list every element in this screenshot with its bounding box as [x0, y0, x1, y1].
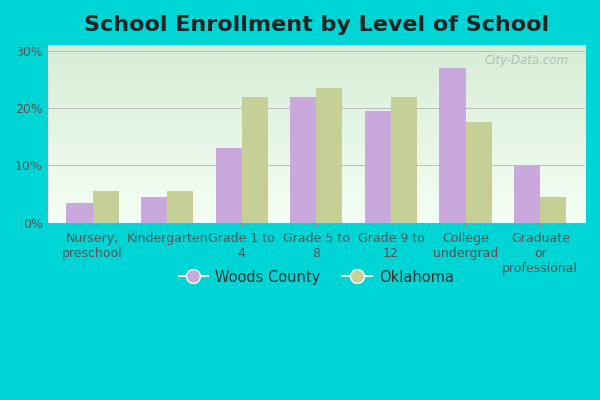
- Bar: [514, 166, 540, 223]
- Bar: [215, 148, 242, 223]
- Legend: Woods County, Oklahoma: Woods County, Oklahoma: [173, 264, 460, 290]
- Bar: [167, 191, 193, 223]
- Bar: [92, 191, 119, 223]
- Bar: [439, 68, 466, 223]
- Text: City-Data.com: City-Data.com: [485, 54, 569, 67]
- Bar: [242, 96, 268, 223]
- Bar: [540, 197, 566, 223]
- Bar: [141, 197, 167, 223]
- Bar: [391, 96, 417, 223]
- Title: School Enrollment by Level of School: School Enrollment by Level of School: [84, 15, 549, 35]
- Bar: [67, 203, 92, 223]
- Bar: [316, 88, 343, 223]
- Bar: [365, 111, 391, 223]
- Bar: [290, 96, 316, 223]
- Bar: [466, 122, 492, 223]
